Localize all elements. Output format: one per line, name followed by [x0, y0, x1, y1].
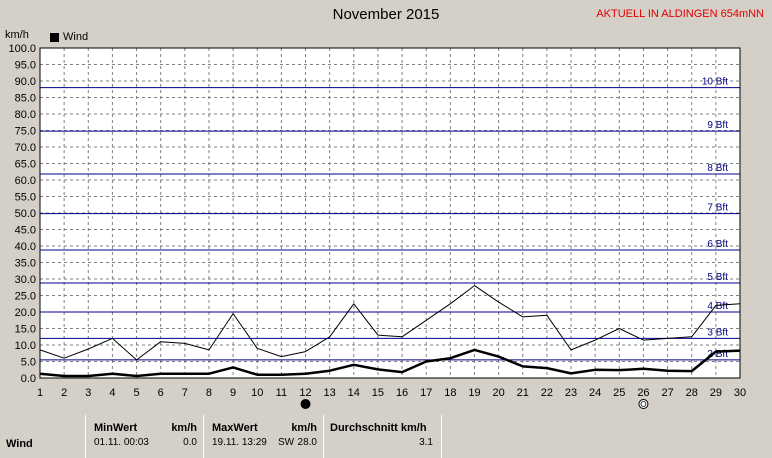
x-tick-label: 16: [396, 387, 408, 399]
beaufort-label: 7 Bft: [707, 203, 728, 214]
stats-row-cell: Wind: [0, 415, 86, 458]
x-tick-label: 9: [230, 387, 236, 399]
y-tick-label: 70.0: [15, 142, 36, 154]
min-unit: km/h: [171, 422, 197, 434]
wind-gust-line: [39, 285, 741, 361]
beaufort-label: 3 Bft: [707, 327, 728, 338]
x-tick-label: 6: [158, 387, 164, 399]
beaufort-label: 6 Bft: [707, 239, 728, 250]
new-moon-icon: [638, 399, 649, 409]
x-tick-label: 3: [85, 387, 91, 399]
x-tick-label: 23: [565, 387, 577, 399]
y-axis-unit: km/h: [5, 29, 29, 41]
x-tick-label: 7: [182, 387, 188, 399]
y-axis: 0.0 5.0 10.0 15.0 20.0 25.0 30.0 35.0 40.0 45.0 50…: [8, 43, 36, 385]
x-tick-label: 8: [206, 387, 212, 399]
x-tick-label: 10: [251, 387, 263, 399]
y-tick-label: 0.0: [21, 373, 36, 385]
x-axis: 1 2 3 4 5 6 7 8 9 10 11 12 13 14 15 16 17 18 19 20 21 22 23 24 2…: [37, 387, 746, 399]
beaufort-label: 4 Bft: [707, 301, 728, 312]
x-tick-label: 13: [324, 387, 336, 399]
y-tick-label: 20.0: [15, 307, 36, 319]
stats-panel: Wind MinWert km/h 01.11. 00:03 0.0 MaxWe…: [0, 415, 772, 458]
x-tick-label: 19: [468, 387, 480, 399]
x-tick-label: 26: [637, 387, 649, 399]
max-unit: km/h: [291, 422, 317, 434]
x-tick-label: 29: [710, 387, 722, 399]
avg-header: Durchschnitt km/h: [330, 422, 427, 434]
station-label: AKTUELL IN ALDINGEN 654mNN: [596, 8, 764, 20]
x-tick-label: 5: [133, 387, 139, 399]
x-tick-label: 4: [109, 387, 115, 399]
x-tick-label: 24: [589, 387, 601, 399]
beaufort-label: 10 Bft: [702, 77, 728, 88]
x-tick-label: 2: [61, 387, 67, 399]
y-tick-label: 65.0: [15, 159, 36, 171]
y-tick-label: 90.0: [15, 76, 36, 88]
max-direction: SW: [278, 437, 295, 448]
x-tick-label: 22: [541, 387, 553, 399]
y-tick-label: 40.0: [15, 241, 36, 253]
y-tick-label: 60.0: [15, 175, 36, 187]
new-moon-inner-icon: [640, 401, 647, 407]
y-tick-label: 45.0: [15, 225, 36, 237]
y-tick-label: 50.0: [15, 208, 36, 220]
y-tick-label: 35.0: [15, 258, 36, 270]
legend: Wind: [50, 31, 88, 43]
y-tick-label: 10.0: [15, 340, 36, 352]
x-tick-label: 17: [420, 387, 432, 399]
min-value: 0.0: [183, 437, 197, 448]
legend-label: Wind: [63, 31, 89, 43]
y-tick-label: 15.0: [15, 324, 36, 336]
x-tick-label: 12: [299, 387, 311, 399]
min-header: MinWert: [94, 422, 138, 434]
max-value: 28.0: [297, 437, 317, 448]
moon-markers: [300, 399, 649, 409]
beaufort-label: 5 Bft: [707, 272, 728, 283]
chart-title: November 2015: [332, 6, 440, 23]
series-layer: [39, 285, 741, 378]
y-tick-label: 80.0: [15, 109, 36, 121]
stats-max-cell: MaxWert km/h 19.11. 13:29 SW 28.0: [204, 415, 324, 458]
x-tick-label: 1: [37, 387, 43, 399]
legend-swatch: [50, 32, 59, 42]
beaufort-lines: 2 Bft 3 Bft 4 Bft 5 Bft 6 Bft 7 Bft 8 Bft 9 Bft…: [40, 77, 740, 361]
stats-avg-cell: Durchschnitt km/h 3.1: [324, 415, 442, 458]
x-tick-label: 20: [492, 387, 504, 399]
y-tick-label: 95.0: [15, 60, 36, 72]
x-tick-label: 11: [276, 387, 287, 399]
beaufort-label: 9 Bft: [707, 120, 728, 131]
x-tick-label: 21: [517, 387, 529, 399]
y-tick-label: 75.0: [15, 126, 36, 138]
x-tick-label: 28: [686, 387, 698, 399]
y-tick-label: 5.0: [21, 357, 36, 369]
x-tick-label: 27: [661, 387, 673, 399]
x-tick-label: 30: [734, 387, 746, 399]
y-tick-label: 30.0: [15, 274, 36, 286]
stats-min-cell: MinWert km/h 01.11. 00:03 0.0: [86, 415, 204, 458]
beaufort-label: 8 Bft: [707, 163, 728, 174]
max-time: 19.11. 13:29: [212, 437, 267, 448]
x-tick-label: 18: [444, 387, 456, 399]
max-header: MaxWert: [212, 422, 258, 434]
avg-value: 3.1: [419, 437, 433, 448]
x-tick-label: 25: [613, 387, 625, 399]
wind-average-line: [39, 348, 741, 378]
y-tick-label: 100.0: [8, 43, 36, 55]
y-tick-label: 55.0: [15, 192, 36, 204]
stats-row-label: Wind: [6, 438, 33, 450]
y-tick-label: 25.0: [15, 291, 36, 303]
min-time: 01.11. 00:03: [94, 437, 149, 448]
x-tick-label: 14: [348, 387, 360, 399]
full-moon-icon: [300, 399, 311, 409]
y-tick-label: 85.0: [15, 93, 36, 105]
wind-chart: 2 Bft 3 Bft 4 Bft 5 Bft 6 Bft 7 Bft 8 Bft 9 Bft…: [8, 43, 746, 409]
beaufort-label: 2 Bft: [707, 349, 728, 360]
x-tick-label: 15: [372, 387, 384, 399]
plot-border: [39, 47, 741, 379]
grid: [39, 47, 741, 379]
